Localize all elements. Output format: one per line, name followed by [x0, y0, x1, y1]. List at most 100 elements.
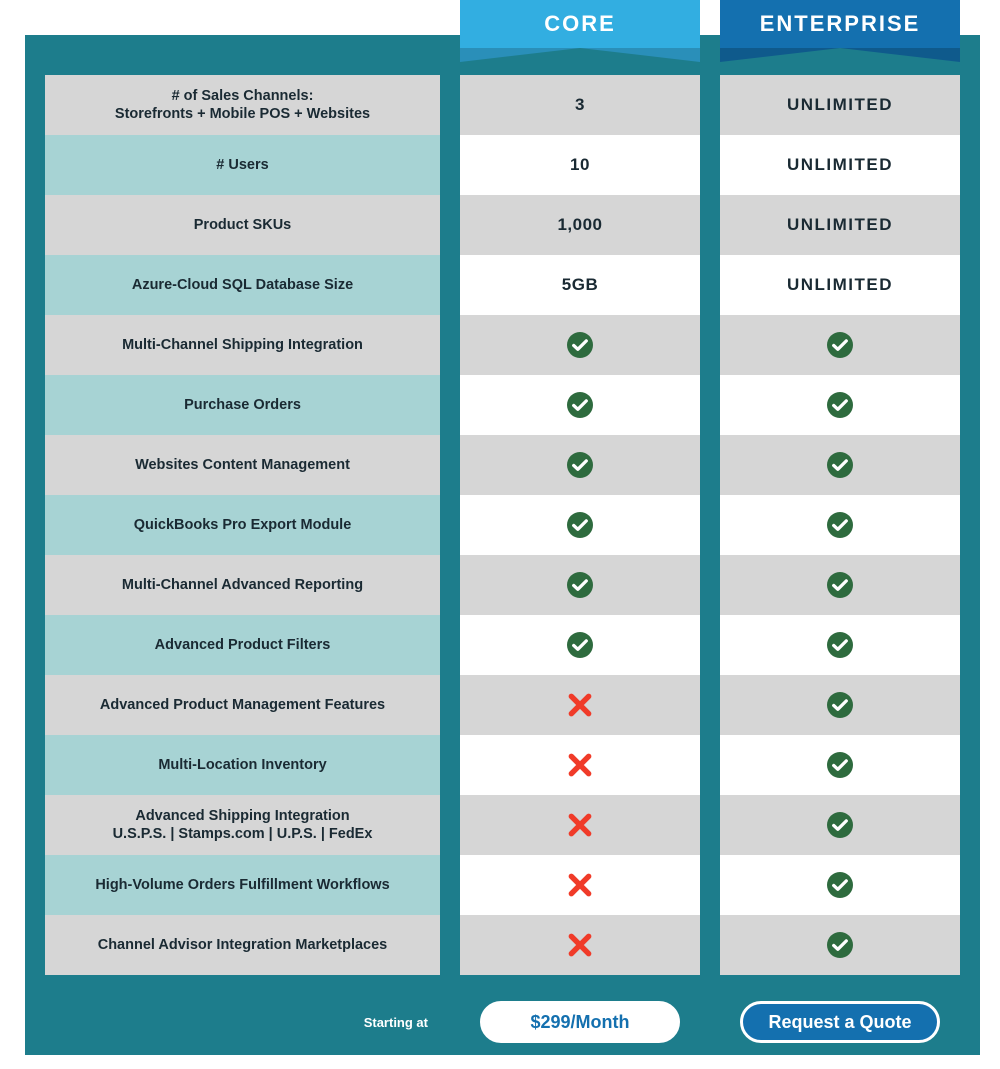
- table-row: # of Sales Channels: Storefronts + Mobil…: [45, 75, 960, 135]
- feature-label: Multi-Channel Advanced Reporting: [45, 555, 440, 615]
- enterprise-cell: [720, 375, 960, 435]
- feature-label: QuickBooks Pro Export Module: [45, 495, 440, 555]
- core-cell: 5GB: [460, 255, 700, 315]
- column-gap: [440, 255, 460, 315]
- check-icon: [567, 392, 593, 418]
- table-row: Purchase Orders: [45, 375, 960, 435]
- core-cell: [460, 675, 700, 735]
- cell-value: 1,000: [557, 215, 602, 235]
- enterprise-cell: [720, 615, 960, 675]
- check-icon: [567, 512, 593, 538]
- column-gap: [440, 915, 460, 975]
- table-row: Multi-Location Inventory: [45, 735, 960, 795]
- cell-value: 10: [570, 155, 590, 175]
- enterprise-cell: [720, 555, 960, 615]
- core-cell: [460, 915, 700, 975]
- check-icon: [567, 452, 593, 478]
- feature-subtext: Storefronts + Mobile POS + Websites: [115, 105, 370, 123]
- feature-label: Advanced Product Filters: [45, 615, 440, 675]
- column-gap: [440, 795, 460, 855]
- cross-icon: [567, 752, 593, 778]
- core-cell: [460, 435, 700, 495]
- column-gap: [440, 75, 460, 135]
- column-gap: [440, 435, 460, 495]
- column-gap: [700, 615, 720, 675]
- feature-label: Multi-Channel Shipping Integration: [45, 315, 440, 375]
- cross-icon: [567, 872, 593, 898]
- column-gap: [700, 375, 720, 435]
- header-gap: [700, 0, 720, 65]
- cell-value: UNLIMITED: [787, 215, 893, 235]
- table-row: Advanced Product Filters: [45, 615, 960, 675]
- core-cell: [460, 495, 700, 555]
- feature-label: Channel Advisor Integration Marketplaces: [45, 915, 440, 975]
- header-spacer: [25, 0, 440, 65]
- plan-header-row: CORE ENTERPRISE: [25, 0, 980, 65]
- feature-text: # Users: [216, 156, 268, 174]
- feature-text: Multi-Channel Shipping Integration: [122, 336, 363, 354]
- starting-at-label: Starting at: [45, 1015, 440, 1030]
- table-row: # Users 10 UNLIMITED: [45, 135, 960, 195]
- column-gap: [700, 555, 720, 615]
- check-icon: [567, 632, 593, 658]
- cross-icon: [567, 812, 593, 838]
- feature-label: Websites Content Management: [45, 435, 440, 495]
- feature-label: Purchase Orders: [45, 375, 440, 435]
- price-pill-wrap: $299/Month: [460, 1001, 700, 1043]
- column-gap: [440, 135, 460, 195]
- column-gap: [700, 255, 720, 315]
- request-quote-button[interactable]: Request a Quote: [740, 1001, 940, 1043]
- feature-label: High-Volume Orders Fulfillment Workflows: [45, 855, 440, 915]
- column-gap: [700, 855, 720, 915]
- cross-icon: [567, 932, 593, 958]
- column-gap: [440, 315, 460, 375]
- check-icon: [827, 452, 853, 478]
- feature-text: Multi-Location Inventory: [158, 756, 326, 774]
- check-icon: [827, 572, 853, 598]
- cell-value: UNLIMITED: [787, 155, 893, 175]
- check-icon: [827, 752, 853, 778]
- column-gap: [700, 435, 720, 495]
- feature-text: Multi-Channel Advanced Reporting: [122, 576, 363, 594]
- enterprise-cell: [720, 795, 960, 855]
- feature-text: # of Sales Channels:: [172, 87, 314, 105]
- check-icon: [827, 812, 853, 838]
- column-gap: [440, 615, 460, 675]
- cell-value: 3: [575, 95, 585, 115]
- table-row: Multi-Channel Advanced Reporting: [45, 555, 960, 615]
- quote-button-wrap: Request a Quote: [720, 1001, 960, 1043]
- enterprise-cell: UNLIMITED: [720, 135, 960, 195]
- column-gap: [700, 795, 720, 855]
- table-row: Websites Content Management: [45, 435, 960, 495]
- check-icon: [567, 332, 593, 358]
- feature-text: Product SKUs: [194, 216, 292, 234]
- core-cell: 10: [460, 135, 700, 195]
- check-icon: [827, 932, 853, 958]
- enterprise-cell: [720, 735, 960, 795]
- table-row: Advanced Product Management Features: [45, 675, 960, 735]
- table-row: Product SKUs 1,000 UNLIMITED: [45, 195, 960, 255]
- check-icon: [827, 512, 853, 538]
- column-gap: [440, 855, 460, 915]
- feature-text: Advanced Product Management Features: [100, 696, 385, 714]
- column-gap: [700, 315, 720, 375]
- table-row: Advanced Shipping Integration U.S.P.S. |…: [45, 795, 960, 855]
- table-row: QuickBooks Pro Export Module: [45, 495, 960, 555]
- feature-label: # Users: [45, 135, 440, 195]
- plan-header-enterprise: ENTERPRISE: [720, 0, 960, 48]
- enterprise-cell: [720, 495, 960, 555]
- column-gap: [700, 75, 720, 135]
- feature-text: QuickBooks Pro Export Module: [134, 516, 352, 534]
- feature-label: Advanced Shipping Integration U.S.P.S. |…: [45, 795, 440, 855]
- column-gap: [440, 735, 460, 795]
- starting-at-text: Starting at: [364, 1015, 428, 1030]
- check-icon: [827, 332, 853, 358]
- feature-text: Purchase Orders: [184, 396, 301, 414]
- check-icon: [827, 392, 853, 418]
- column-gap: [440, 195, 460, 255]
- table-row: High-Volume Orders Fulfillment Workflows: [45, 855, 960, 915]
- plan-header-core: CORE: [460, 0, 700, 48]
- column-gap: [440, 375, 460, 435]
- core-cell: [460, 555, 700, 615]
- cross-icon: [567, 692, 593, 718]
